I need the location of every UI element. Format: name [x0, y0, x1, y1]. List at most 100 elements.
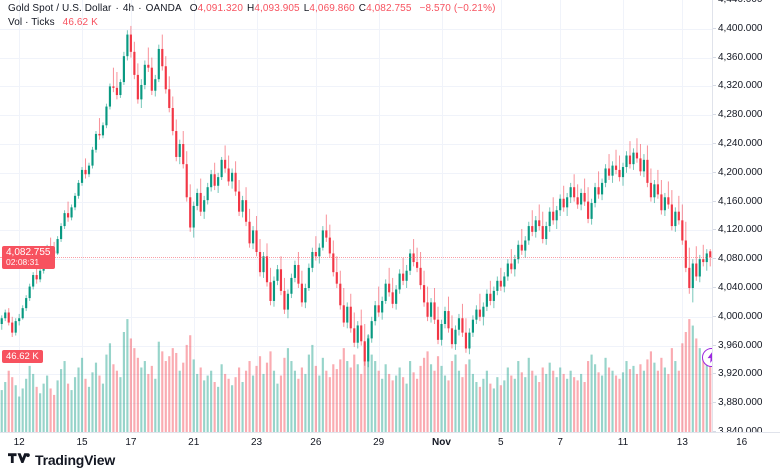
volume-legend-row[interactable]: Vol · Ticks 46.62 K	[8, 17, 496, 29]
volume-bar	[283, 357, 286, 432]
volume-bar	[238, 367, 241, 432]
candle-body	[77, 182, 80, 196]
candle-body	[450, 328, 454, 345]
exchange-label[interactable]: OANDA	[145, 3, 182, 14]
volume-bar	[635, 373, 639, 432]
candle-body	[660, 194, 663, 211]
current-volume-badge[interactable]: 46.62 K	[2, 350, 43, 364]
symbol-legend-row[interactable]: Gold Spot / U.S. Dollar · 4h · OANDA O4,091.3…	[8, 3, 496, 15]
volume-bar	[28, 365, 31, 432]
price-tick-dash	[712, 258, 716, 260]
volume-study-label[interactable]: Vol · Ticks	[8, 17, 55, 28]
volume-bar	[555, 377, 558, 432]
volume-bar	[265, 362, 269, 432]
candle-body	[555, 210, 558, 221]
volume-bar	[524, 377, 527, 432]
volume-bar	[412, 372, 415, 432]
gridline-horizontal	[0, 202, 712, 203]
tradingview-logo[interactable]: TradingView	[8, 452, 115, 468]
price-axis[interactable]: 4,440.000 4,400.000 4,360.000 4,320.000 4,28…	[712, 0, 780, 437]
candle-body	[304, 288, 307, 303]
candle-body	[63, 213, 66, 227]
candle-body	[409, 253, 412, 271]
volume-bar	[566, 378, 569, 432]
candle-body	[663, 197, 666, 211]
candle-body	[391, 292, 394, 304]
volume-bar	[164, 361, 167, 432]
candle-body	[28, 286, 31, 299]
gridline-horizontal	[0, 230, 712, 231]
volume-bar	[80, 357, 84, 432]
volume-bar	[611, 370, 614, 432]
volume-bar	[416, 378, 419, 432]
candle-body	[649, 182, 652, 198]
gridline-vertical	[623, 0, 624, 432]
candle-body	[534, 220, 537, 232]
price-axis-tick-label: 3,880.000	[718, 397, 763, 409]
volume-bar	[660, 357, 663, 432]
volume-bar	[471, 373, 474, 432]
volume-bar	[32, 373, 35, 432]
volume-bar	[604, 357, 607, 432]
candle-body	[370, 321, 373, 339]
current-price-badge[interactable]: 4,082.755 02:08:31	[2, 246, 55, 270]
candle-body	[506, 263, 509, 277]
volume-bar	[224, 373, 227, 432]
candle-body	[262, 256, 265, 273]
candle-body	[695, 263, 698, 277]
price-tick-dash	[712, 56, 716, 58]
volume-bar	[370, 354, 373, 432]
gridline-vertical	[379, 0, 380, 432]
volume-bar	[73, 377, 77, 432]
candle-body	[213, 174, 216, 186]
gridline-vertical	[131, 0, 132, 432]
volume-bar	[534, 375, 537, 432]
legend-separator-2: ·	[138, 3, 142, 14]
volume-bar	[510, 375, 513, 432]
volume-bar	[199, 367, 202, 432]
volume-bar	[63, 361, 66, 432]
volume-bar	[11, 377, 14, 432]
candle-body	[440, 324, 443, 340]
candle-body	[688, 267, 691, 288]
candle-body	[642, 159, 646, 172]
candle-body	[573, 187, 576, 198]
time-axis[interactable]: 12 15 17 21 23 26 29 Nov 5 7 11 13 16	[0, 432, 780, 454]
time-axis-tick-label: 26	[310, 437, 322, 448]
volume-bar	[108, 343, 112, 432]
candle-body	[7, 312, 10, 323]
price-axis-tick: 4,120.000	[712, 225, 763, 235]
high-label: H	[247, 3, 255, 14]
candle-body	[255, 230, 258, 252]
candle-body	[684, 240, 687, 268]
candle-body	[206, 187, 209, 201]
volume-bar	[42, 383, 45, 432]
volume-bar	[255, 365, 258, 432]
candle-wick	[67, 201, 69, 222]
volume-bar	[39, 393, 42, 432]
candle-body	[510, 263, 513, 270]
price-tick-dash	[712, 315, 716, 317]
chart-plot-area[interactable]	[0, 0, 712, 432]
volume-bar	[478, 386, 481, 432]
candle-body	[681, 220, 684, 241]
price-axis-tick-label: 4,160.000	[718, 195, 763, 207]
candle-body	[328, 237, 331, 254]
candle-body	[140, 84, 143, 100]
candle-body	[70, 207, 73, 218]
interval-label[interactable]: 4h	[122, 3, 135, 14]
volume-bar	[583, 382, 586, 432]
candle-wick	[315, 236, 317, 261]
candle-body	[457, 318, 461, 330]
candle-body	[98, 133, 101, 136]
symbol-name[interactable]: Gold Spot / U.S. Dollar	[8, 3, 112, 14]
gridline-horizontal	[0, 346, 712, 347]
price-tick-dash	[712, 287, 716, 288]
candle-body	[590, 203, 593, 219]
price-tick-dash	[712, 344, 716, 346]
volume-bar	[220, 364, 223, 432]
gridline-vertical	[501, 0, 502, 432]
price-axis-tick-label: 4,280.000	[718, 109, 763, 121]
volume-bar	[559, 367, 562, 432]
